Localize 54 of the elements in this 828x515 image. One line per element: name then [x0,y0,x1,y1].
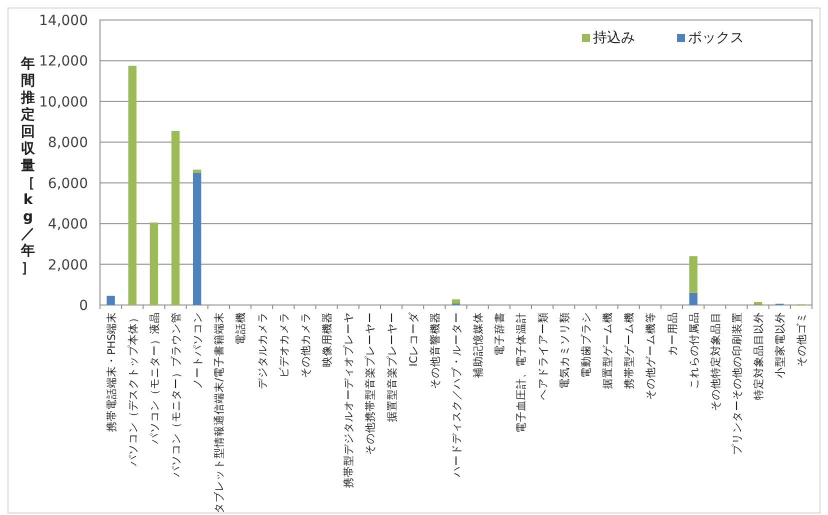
x-tick-label: これらの付属品 [688,312,700,389]
legend-label: 持込み [593,30,635,46]
x-tick-label: カー用品 [666,312,679,356]
y-tick-label: 10,000 [39,94,88,110]
x-tick-label: パソコン（モニター）ブラウン管 [170,312,183,478]
x-tick-label: ハードディスク／ハブ・ルーター [450,312,463,478]
x-tick-label: 据置型ゲーム機 [602,312,614,389]
bar [128,66,136,305]
x-tick-label: 電気カミソリ類 [558,312,571,389]
x-tick-label: ノートパソコン [192,312,204,389]
x-tick-label: 携帯型デジタルオーディオプレーヤ [342,312,356,488]
bar [689,256,698,293]
x-tick-label: 携帯電話端末・PHS端末 [104,312,118,432]
x-tick-label: その他ゲーム機等 [645,312,658,400]
x-tick-label: パソコン（デスクトップ本体） [126,312,140,467]
x-tick-label: ヘアドライアー類 [537,312,550,400]
y-tick-label: 6,000 [48,176,88,192]
x-tick-label: その他特定対象品目 [708,312,722,411]
x-tick-label: その他ゴミ [796,312,808,367]
x-tick-label: 補助記憶媒体 [472,312,485,378]
x-tick-label: 電話機 [234,312,248,345]
x-tick-label: 据置型音楽プレーヤー [385,312,398,422]
legend-label: ボックス [688,30,744,46]
x-tick-label: 映像用機器 [320,312,334,367]
y-tick-label: 8,000 [48,135,88,152]
x-tick-label: プリンターその他の印刷装置 [730,312,744,455]
bar [689,292,698,305]
x-tick-label: ビデオカメラ [278,312,290,378]
x-tick-label: デジタルカメラ [256,312,269,389]
x-tick-label: その他携帯型音楽プレーヤー [364,312,377,455]
bar [754,302,762,304]
x-tick-label: 携帯型ゲーム機 [622,312,636,389]
bar [192,172,202,305]
x-tick-label: パソコン（モニター）液晶 [148,312,161,445]
y-tick-label: 2,000 [48,257,88,274]
x-tick-label: その他音響機器 [428,312,442,389]
y-tick-label: 0 [79,298,88,314]
x-tick-label: 電子血圧計、電子体温計 [514,312,528,433]
x-tick-label: その他カメラ [300,312,312,378]
bar [452,299,460,304]
bar [106,296,115,305]
text: 年間推定回収量［kg／年］ [21,56,35,276]
x-tick-label: 電動歯ブラシ [579,312,592,378]
x-tick-label: 小型家電以外 [774,312,787,378]
y-tick-label: 14,000 [39,13,88,29]
bar [171,130,180,305]
y-tick-label: 4,000 [48,216,88,233]
x-tick-label: 特定対象品目以外 [752,312,766,400]
x-tick-label: 電子辞書 [493,312,506,356]
y-tick-label: 12,000 [39,54,88,70]
bar [150,222,158,305]
x-tick-label: タブレット型情報通信端末/電子書籍端末 [212,312,226,514]
bar [192,170,202,173]
x-tick-label: ICレコーダ [408,311,420,366]
